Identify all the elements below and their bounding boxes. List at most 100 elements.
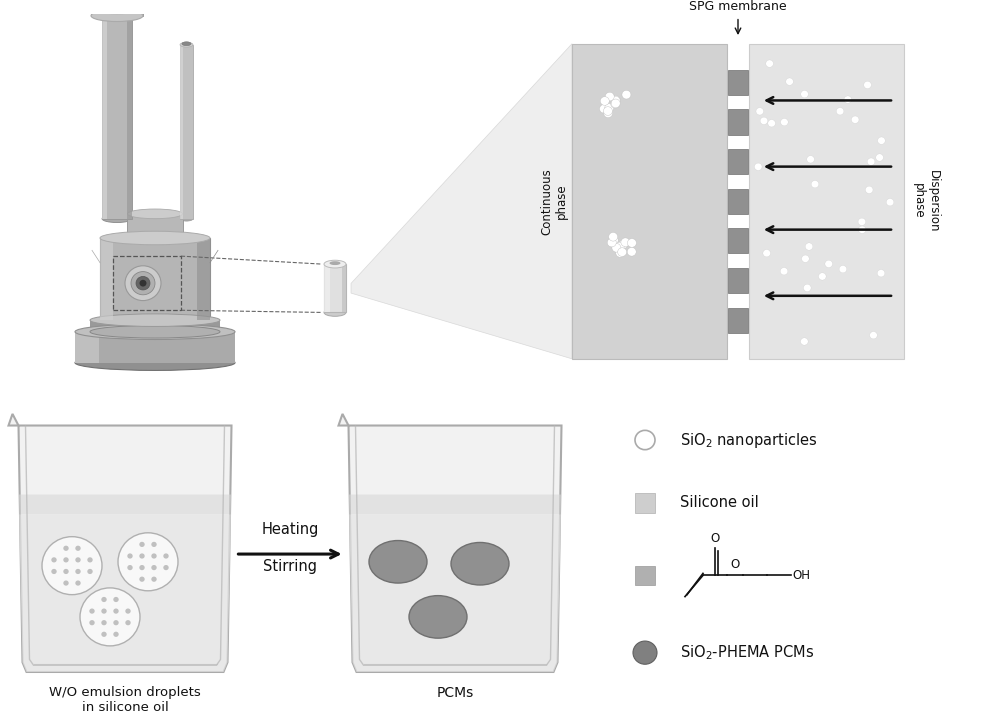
- Ellipse shape: [102, 12, 132, 19]
- Circle shape: [140, 280, 147, 287]
- Ellipse shape: [91, 10, 143, 22]
- Circle shape: [101, 620, 107, 626]
- Circle shape: [611, 96, 620, 104]
- Circle shape: [766, 60, 773, 68]
- Circle shape: [786, 78, 793, 86]
- Bar: [75, 331, 235, 362]
- Bar: [635, 493, 655, 513]
- Circle shape: [131, 272, 155, 295]
- Bar: [728, 308, 748, 333]
- Text: Dispersion
phase: Dispersion phase: [912, 170, 940, 232]
- Bar: [324, 264, 346, 313]
- Ellipse shape: [128, 209, 182, 219]
- Ellipse shape: [451, 542, 509, 585]
- Circle shape: [756, 108, 764, 115]
- Circle shape: [600, 96, 609, 106]
- Circle shape: [635, 431, 655, 449]
- Ellipse shape: [110, 5, 124, 9]
- Circle shape: [605, 92, 614, 101]
- Circle shape: [600, 104, 609, 113]
- Circle shape: [603, 106, 612, 115]
- Circle shape: [805, 243, 813, 250]
- Bar: [128, 16, 132, 219]
- Text: SiO$_2$-PHEMA PCMs: SiO$_2$-PHEMA PCMs: [680, 644, 814, 662]
- Circle shape: [101, 597, 107, 602]
- Bar: [728, 109, 748, 134]
- Polygon shape: [349, 495, 561, 514]
- Text: SPG membrane: SPG membrane: [689, 0, 787, 13]
- Circle shape: [754, 163, 762, 170]
- Circle shape: [63, 557, 69, 562]
- Circle shape: [870, 331, 877, 339]
- Circle shape: [151, 554, 157, 559]
- Circle shape: [622, 91, 631, 99]
- Text: Stirring: Stirring: [263, 559, 317, 574]
- Circle shape: [139, 554, 145, 559]
- Bar: [197, 238, 210, 320]
- Circle shape: [101, 608, 107, 614]
- Ellipse shape: [90, 314, 220, 326]
- Circle shape: [780, 267, 788, 275]
- Circle shape: [836, 108, 844, 115]
- Circle shape: [80, 588, 140, 646]
- Circle shape: [615, 242, 624, 251]
- Circle shape: [609, 232, 618, 241]
- Ellipse shape: [324, 308, 346, 316]
- Circle shape: [803, 284, 811, 292]
- Circle shape: [611, 99, 620, 108]
- Polygon shape: [19, 514, 231, 672]
- Circle shape: [611, 96, 620, 105]
- Ellipse shape: [75, 355, 235, 370]
- Circle shape: [139, 565, 145, 570]
- Text: W/O emulsion droplets
in silicone oil: W/O emulsion droplets in silicone oil: [49, 687, 201, 715]
- Ellipse shape: [180, 42, 193, 47]
- Circle shape: [125, 266, 161, 301]
- Circle shape: [75, 557, 81, 562]
- Ellipse shape: [182, 42, 191, 46]
- Bar: [342, 264, 346, 313]
- Circle shape: [607, 238, 616, 247]
- Bar: [572, 44, 727, 359]
- Circle shape: [763, 249, 770, 257]
- Ellipse shape: [90, 326, 220, 338]
- Polygon shape: [338, 414, 349, 426]
- Circle shape: [802, 255, 809, 262]
- Bar: [128, 214, 182, 238]
- Circle shape: [51, 569, 57, 574]
- Circle shape: [101, 632, 107, 637]
- Circle shape: [604, 109, 613, 118]
- Text: O: O: [710, 532, 720, 546]
- Circle shape: [633, 641, 657, 664]
- Polygon shape: [351, 44, 572, 359]
- Circle shape: [113, 608, 119, 614]
- Circle shape: [151, 565, 157, 570]
- Bar: [728, 70, 748, 95]
- Circle shape: [605, 104, 614, 112]
- Ellipse shape: [75, 324, 235, 339]
- Text: SiO$_2$ nanoparticles: SiO$_2$ nanoparticles: [680, 431, 817, 449]
- Circle shape: [876, 154, 883, 161]
- Circle shape: [621, 238, 630, 247]
- Bar: [728, 229, 748, 254]
- Bar: [113, 256, 181, 311]
- Circle shape: [612, 244, 621, 252]
- Circle shape: [75, 546, 81, 551]
- Circle shape: [851, 116, 859, 124]
- Circle shape: [75, 580, 81, 586]
- Polygon shape: [349, 426, 561, 672]
- Circle shape: [136, 276, 150, 290]
- Circle shape: [864, 81, 871, 88]
- Circle shape: [113, 597, 119, 602]
- Circle shape: [839, 265, 847, 273]
- Bar: [100, 238, 113, 320]
- Ellipse shape: [180, 216, 193, 221]
- Circle shape: [865, 186, 873, 193]
- Circle shape: [609, 236, 618, 244]
- Text: Continuous
phase: Continuous phase: [540, 168, 568, 234]
- Text: Silicone oil: Silicone oil: [680, 495, 759, 510]
- Circle shape: [878, 137, 885, 145]
- Circle shape: [89, 608, 95, 614]
- Bar: [90, 320, 220, 331]
- Bar: [324, 264, 330, 313]
- Ellipse shape: [409, 595, 467, 638]
